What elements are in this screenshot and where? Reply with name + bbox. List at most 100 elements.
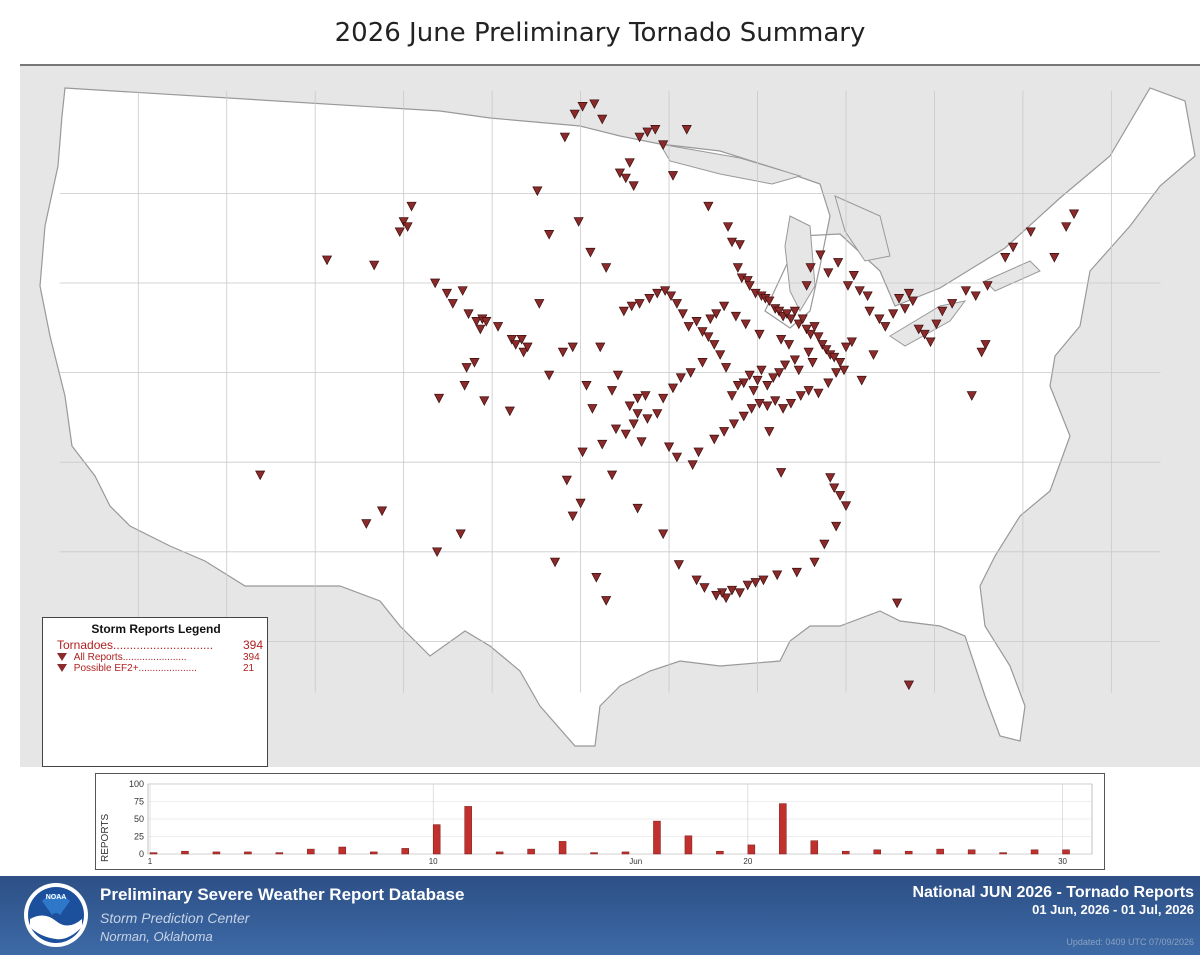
tornado-report-marker xyxy=(597,114,608,125)
tornado-report-marker xyxy=(728,419,740,430)
tornado-report-marker xyxy=(868,350,879,360)
footer-updated: Updated: 0409 UTC 07/09/2026 xyxy=(1066,937,1194,947)
tornado-report-marker xyxy=(589,99,600,110)
tornado-report-marker xyxy=(516,334,527,345)
tornado-report-marker xyxy=(601,263,612,273)
tornado-report-marker xyxy=(1007,242,1019,253)
tornado-report-marker xyxy=(628,181,639,191)
footer-database-title: Preliminary Severe Weather Report Databa… xyxy=(100,885,465,904)
tornado-report-marker xyxy=(481,317,492,327)
tornado-report-marker xyxy=(781,309,793,319)
tornado-report-marker xyxy=(803,347,814,358)
daily-report-bar xyxy=(1062,849,1070,855)
tornado-report-marker xyxy=(730,311,741,322)
daily-report-bar xyxy=(149,852,158,855)
tornado-report-marker xyxy=(774,306,785,317)
legend-ef2-value: 21 xyxy=(243,663,255,674)
tornado-report-marker xyxy=(703,332,714,343)
tornado-report-marker xyxy=(813,388,824,399)
tornado-report-marker xyxy=(960,286,971,296)
storm-reports-legend: Storm Reports Legend Tornadoes..........… xyxy=(42,617,268,767)
tornado-report-marker xyxy=(492,322,504,332)
daily-report-bar xyxy=(432,824,441,855)
tornado-report-marker xyxy=(532,186,543,197)
tornado-report-marker xyxy=(597,439,608,450)
y-tick-label: 25 xyxy=(134,832,144,842)
daily-report-bar xyxy=(936,848,944,855)
tornado-report-marker xyxy=(557,347,568,358)
tornado-report-marker xyxy=(376,506,388,517)
tornado-report-marker xyxy=(510,340,521,350)
tornado-report-marker xyxy=(776,468,787,478)
daily-report-bar xyxy=(904,850,913,855)
tornado-report-marker xyxy=(585,247,596,258)
tornado-report-marker xyxy=(754,398,765,409)
tornado-report-marker xyxy=(748,386,759,396)
tornado-report-marker xyxy=(817,340,828,350)
tornado-report-marker xyxy=(577,102,588,112)
tornado-report-marker xyxy=(842,281,854,291)
tornado-report-marker xyxy=(762,381,773,391)
tornado-report-marker xyxy=(561,475,572,486)
tornado-report-marker xyxy=(636,437,647,447)
x-tick-label: 10 xyxy=(429,857,438,866)
tornado-report-marker xyxy=(862,291,873,302)
tornado-report-marker xyxy=(880,322,891,332)
daily-report-bar xyxy=(181,850,189,855)
tornado-report-marker xyxy=(612,370,624,381)
legend-ef2-label: Possible EF2+..................... xyxy=(73,663,197,674)
tornado-report-marker xyxy=(632,393,643,404)
tornado-report-marker xyxy=(740,319,751,330)
tornado-report-marker xyxy=(793,365,804,376)
tornado-report-marker xyxy=(406,201,417,212)
tornado-report-marker xyxy=(777,404,789,414)
tornado-report-marker xyxy=(255,470,266,481)
tornado-report-marker xyxy=(522,342,533,353)
tornado-report-marker xyxy=(471,317,482,327)
daily-report-bar xyxy=(842,850,850,855)
tornado-report-marker xyxy=(685,368,696,378)
footer-location: Norman, Oklahoma xyxy=(100,929,213,944)
daily-report-bar xyxy=(999,852,1007,855)
daily-report-bar xyxy=(621,851,630,855)
tornado-report-marker xyxy=(430,278,441,289)
tornado-report-marker xyxy=(864,306,875,317)
tornado-report-marker xyxy=(947,299,958,309)
daily-report-bar xyxy=(1030,849,1039,855)
tornado-report-marker xyxy=(650,125,661,135)
tornado-report-marker xyxy=(441,288,453,299)
all-reports-triangle-icon xyxy=(57,653,67,662)
page-title: 2026 June Preliminary Tornado Summary xyxy=(334,18,866,48)
daily-report-bar xyxy=(810,840,819,855)
tornado-report-marker xyxy=(675,373,686,383)
tornado-report-marker xyxy=(479,396,490,407)
daily-report-bar xyxy=(401,848,409,855)
tornado-report-marker xyxy=(809,557,820,568)
tornado-report-marker xyxy=(825,473,836,483)
tornado-report-marker xyxy=(457,286,468,296)
footer-date-range: 01 Jun, 2026 - 01 Jul, 2026 xyxy=(1032,902,1194,917)
tornado-report-marker xyxy=(738,411,749,422)
tornado-report-marker xyxy=(980,340,991,350)
tornado-report-marker xyxy=(770,396,781,407)
tornado-report-marker xyxy=(671,299,683,309)
y-tick-label: 50 xyxy=(134,814,144,824)
tornado-report-marker xyxy=(776,334,787,345)
tornado-report-marker xyxy=(764,296,775,307)
tornado-report-marker xyxy=(683,322,694,332)
tornado-report-marker xyxy=(549,557,561,568)
great-lakes xyxy=(659,143,1041,347)
tornado-report-marker xyxy=(752,375,763,386)
tornado-report-marker xyxy=(892,598,903,609)
tornado-report-marker xyxy=(732,263,743,273)
tornado-report-marker xyxy=(815,250,826,261)
tornado-report-marker xyxy=(758,575,769,586)
tornado-report-marker xyxy=(673,560,684,570)
legend-tornadoes-row: Tornadoes.............................. … xyxy=(57,638,263,652)
tornado-report-marker xyxy=(720,593,732,604)
footer-banner: NOAA Preliminary Severe Weather Report D… xyxy=(0,876,1200,955)
daily-report-bar xyxy=(873,849,881,855)
tornado-report-marker xyxy=(667,171,679,181)
tornado-report-marker xyxy=(658,393,669,404)
tornado-report-marker xyxy=(677,309,688,319)
